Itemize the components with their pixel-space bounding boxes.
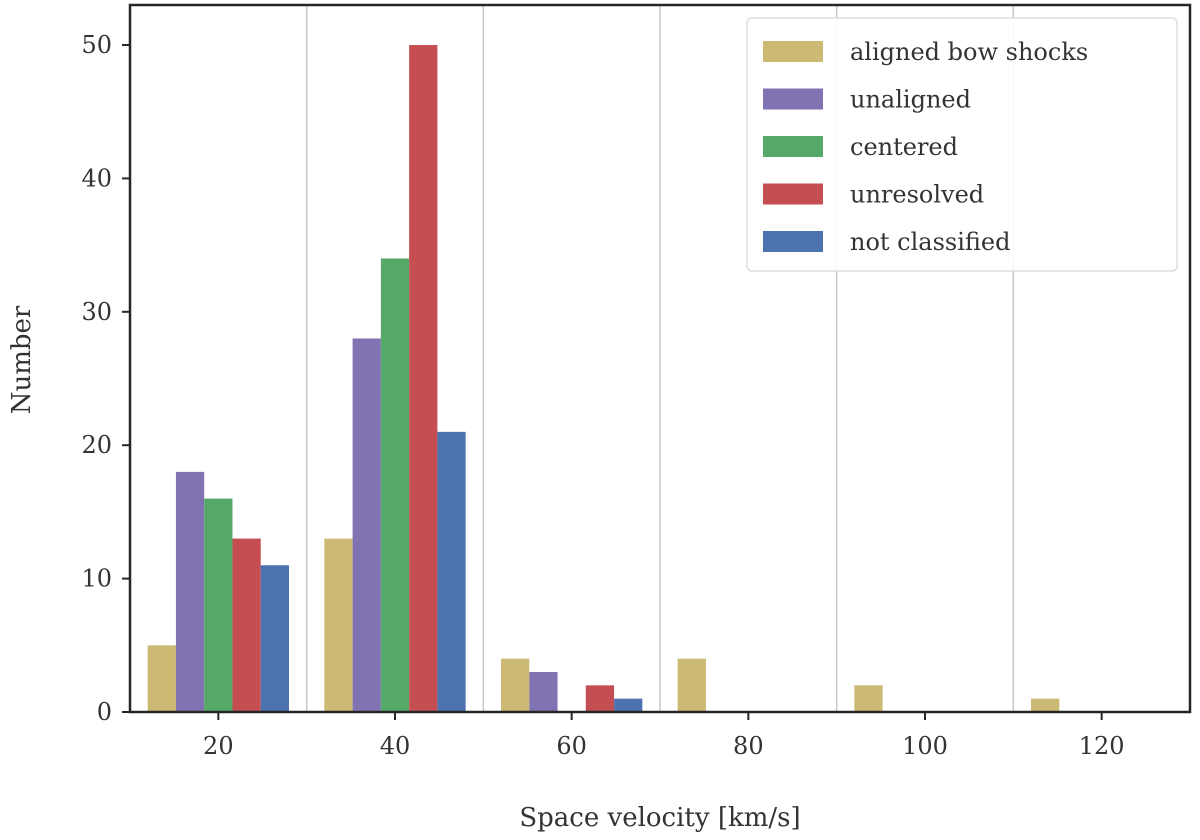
bar	[854, 685, 883, 712]
x-tick-label: 60	[556, 732, 587, 760]
plot-frame	[128, 3, 1192, 714]
x-tick-label: 20	[203, 732, 234, 760]
x-tick-label: 100	[902, 732, 948, 760]
y-tick-label: 0	[97, 698, 112, 726]
bar	[501, 658, 530, 712]
bar	[585, 685, 615, 712]
bar	[232, 538, 261, 712]
legend-label: unaligned	[850, 86, 971, 114]
x-tick-label: 80	[733, 732, 764, 760]
bar	[437, 431, 466, 712]
legend-swatch	[763, 183, 823, 205]
bar	[147, 645, 176, 712]
bar	[614, 698, 643, 712]
bar	[409, 45, 438, 713]
legend-swatch	[763, 231, 823, 252]
legend-label: aligned bow shocks	[850, 38, 1088, 66]
legend-label: unresolved	[850, 181, 984, 209]
y-axis-label: Number	[7, 305, 37, 414]
x-axis-ticks: 20 40 60 80 100 120	[203, 712, 1125, 760]
bar	[1031, 698, 1060, 712]
legend-swatch	[763, 88, 823, 110]
bar	[677, 658, 706, 712]
y-tick-label: 50	[81, 31, 112, 59]
bar	[204, 498, 233, 712]
legend-swatch	[763, 136, 823, 157]
legend-label: centered	[850, 133, 958, 161]
bars	[147, 45, 1060, 713]
legend-label: not classified	[850, 228, 1011, 256]
y-tick-label: 30	[81, 298, 112, 326]
y-tick-label: 10	[81, 565, 112, 593]
y-tick-label: 20	[81, 431, 112, 459]
legend-box	[746, 17, 1178, 272]
bar	[324, 538, 353, 712]
bar	[260, 565, 289, 712]
bar	[352, 338, 381, 712]
bar	[380, 258, 410, 712]
x-axis-label: Space velocity [km/s]	[519, 803, 800, 833]
bar	[529, 671, 558, 712]
x-tick-label: 120	[1079, 732, 1125, 760]
legend-swatch	[763, 41, 823, 62]
y-tick-label: 40	[81, 164, 112, 192]
bar	[175, 471, 205, 712]
x-tick-label: 40	[380, 732, 411, 760]
legend: aligned bow shocks unaligned centered unres…	[746, 17, 1178, 272]
y-axis-ticks: 0 10 20 30 40 50	[81, 31, 130, 726]
